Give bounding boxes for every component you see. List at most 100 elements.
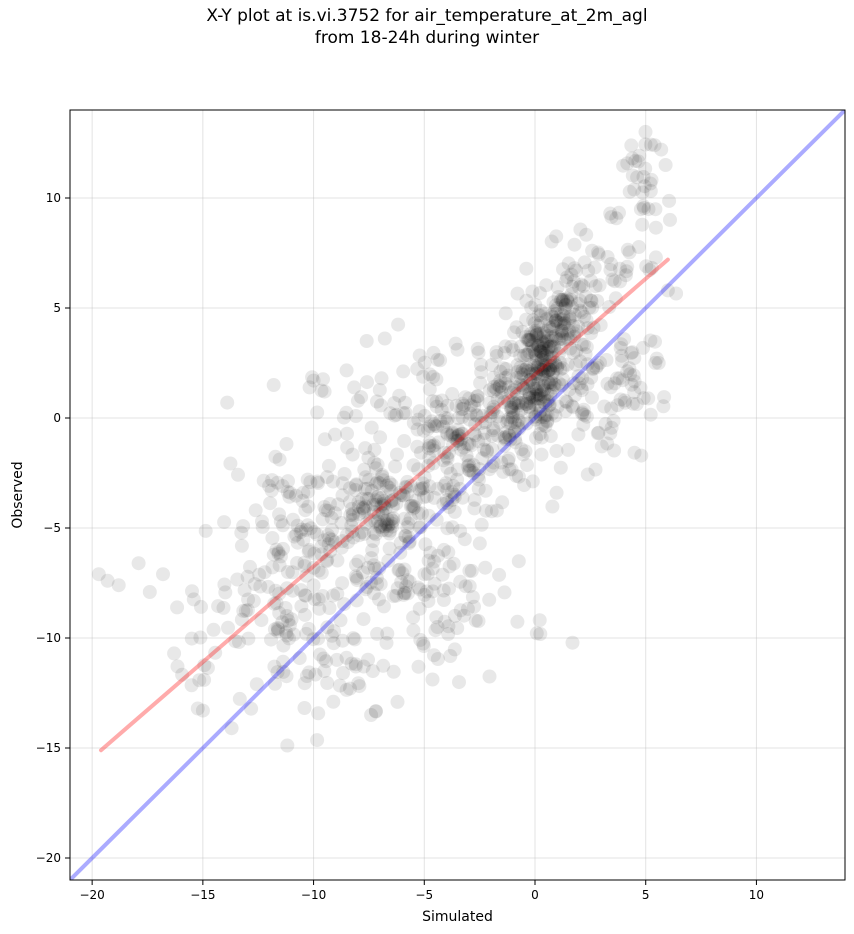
data-point: [503, 385, 518, 400]
data-point: [352, 528, 367, 543]
data-point: [547, 355, 562, 370]
data-point: [508, 392, 523, 407]
y-tick-label: 5: [53, 301, 61, 315]
data-point: [376, 494, 391, 508]
data-point: [467, 501, 482, 516]
data-point: [647, 138, 662, 153]
data-point: [636, 391, 651, 406]
data-point: [349, 478, 364, 493]
data-point: [558, 316, 572, 331]
data-point: [556, 316, 571, 331]
data-point: [522, 399, 537, 414]
data-point: [417, 567, 432, 582]
data-point: [519, 261, 534, 276]
data-point: [497, 346, 512, 360]
data-point: [559, 293, 574, 308]
data-point: [495, 391, 510, 405]
data-point: [542, 362, 557, 377]
data-point: [543, 387, 558, 402]
data-point: [564, 399, 579, 414]
data-point: [556, 311, 571, 326]
data-point: [275, 615, 290, 630]
data-point: [282, 618, 297, 633]
data-point: [482, 462, 497, 477]
data-point: [607, 376, 622, 391]
data-point: [627, 445, 642, 460]
data-point: [527, 358, 542, 373]
data-point: [536, 378, 551, 393]
data-point: [279, 437, 294, 451]
data-point: [437, 478, 452, 493]
data-point: [651, 356, 666, 370]
data-point: [447, 642, 462, 657]
data-point: [441, 619, 456, 634]
data-point: [386, 589, 401, 604]
data-point: [654, 142, 669, 157]
data-point: [364, 483, 379, 498]
data-point: [326, 694, 341, 709]
data-point: [311, 476, 326, 490]
data-point: [280, 565, 295, 579]
data-point: [530, 337, 545, 352]
data-point: [531, 391, 545, 406]
data-point: [644, 172, 659, 187]
data-point: [208, 645, 223, 660]
data-point: [538, 364, 553, 379]
data-point: [579, 227, 594, 242]
data-point: [450, 621, 465, 636]
data-point: [560, 294, 575, 309]
data-point: [586, 361, 601, 376]
data-point: [330, 553, 345, 568]
data-point: [518, 362, 533, 377]
data-point: [272, 452, 287, 467]
data-point: [310, 405, 325, 420]
data-point: [540, 407, 555, 422]
data-point: [416, 639, 431, 653]
data-point: [241, 631, 256, 646]
data-point: [544, 330, 559, 345]
data-point: [220, 395, 235, 410]
data-point: [111, 578, 126, 593]
data-point: [648, 220, 663, 235]
data-point: [536, 383, 551, 398]
data-point: [574, 277, 589, 292]
data-point: [563, 331, 578, 346]
data-point: [580, 357, 595, 372]
data-point: [368, 527, 383, 542]
data-point: [300, 518, 315, 533]
data-point: [526, 313, 541, 328]
data-point: [334, 516, 349, 530]
data-point: [519, 396, 533, 411]
data-point: [518, 330, 533, 344]
reference-lines: [70, 110, 845, 880]
data-point: [548, 378, 563, 392]
data-point: [360, 580, 374, 594]
data-point: [560, 270, 575, 285]
data-point: [505, 411, 520, 425]
data-point: [406, 458, 421, 473]
data-point: [387, 492, 402, 507]
data-point: [639, 259, 654, 274]
data-point: [554, 324, 569, 338]
data-point: [311, 706, 326, 721]
data-point: [316, 651, 331, 666]
data-point: [433, 413, 448, 428]
data-point: [511, 413, 526, 428]
data-point: [307, 525, 322, 540]
data-point: [460, 437, 475, 452]
data-point: [479, 443, 494, 458]
data-point: [584, 390, 599, 405]
data-point: [555, 372, 570, 387]
data-point: [489, 345, 504, 360]
data-point: [417, 470, 432, 485]
data-point: [234, 612, 249, 627]
data-point: [554, 293, 569, 307]
data-point: [428, 623, 443, 638]
data-point: [545, 358, 560, 373]
data-point: [387, 396, 402, 411]
data-point: [446, 556, 461, 571]
data-point: [533, 627, 548, 641]
data-point: [561, 256, 576, 271]
data-point: [519, 360, 534, 375]
